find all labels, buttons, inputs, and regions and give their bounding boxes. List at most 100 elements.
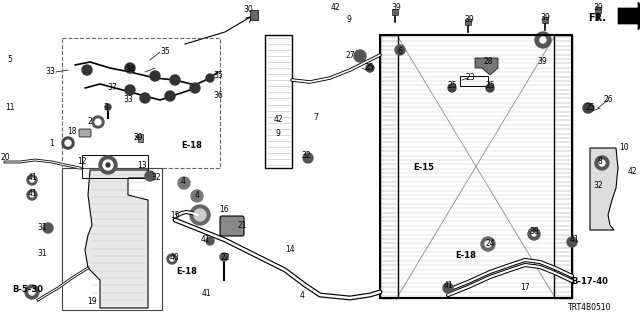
- Circle shape: [25, 285, 39, 299]
- Text: 37: 37: [107, 84, 117, 92]
- Text: 7: 7: [314, 114, 319, 123]
- Circle shape: [443, 283, 453, 293]
- Text: 39: 39: [540, 13, 550, 22]
- Text: 24: 24: [485, 239, 495, 249]
- Circle shape: [481, 237, 495, 251]
- Text: 25: 25: [447, 82, 457, 91]
- Circle shape: [125, 63, 135, 73]
- Bar: [62, 168, 162, 310]
- Text: E-15: E-15: [413, 164, 435, 172]
- Circle shape: [532, 232, 536, 236]
- Bar: [460, 76, 488, 86]
- Circle shape: [92, 116, 104, 128]
- Circle shape: [165, 91, 175, 101]
- Text: 3: 3: [104, 103, 108, 113]
- Text: 39: 39: [391, 4, 401, 12]
- Circle shape: [206, 74, 214, 82]
- Text: 30: 30: [243, 5, 253, 14]
- Text: 4: 4: [300, 292, 305, 300]
- Text: 6: 6: [397, 47, 403, 57]
- Bar: [380, 35, 572, 298]
- Text: TRT4B0510: TRT4B0510: [568, 303, 612, 313]
- Text: E-18: E-18: [182, 140, 202, 149]
- Text: 39: 39: [537, 58, 547, 67]
- Text: 23: 23: [465, 74, 475, 83]
- Text: E-18: E-18: [177, 268, 197, 276]
- Text: 41: 41: [201, 290, 211, 299]
- Circle shape: [99, 156, 117, 174]
- Text: 25: 25: [585, 103, 595, 113]
- Bar: [62, 38, 220, 168]
- Circle shape: [27, 190, 37, 200]
- Text: 41: 41: [27, 188, 37, 197]
- Circle shape: [30, 193, 34, 197]
- Text: 39: 39: [593, 4, 603, 12]
- Text: 41: 41: [200, 236, 210, 244]
- Circle shape: [595, 156, 609, 170]
- Text: 41: 41: [443, 282, 453, 291]
- Circle shape: [540, 37, 546, 43]
- Text: 25: 25: [364, 63, 374, 73]
- Circle shape: [82, 65, 92, 75]
- Text: 8: 8: [598, 157, 602, 166]
- Circle shape: [170, 75, 180, 85]
- Text: 39: 39: [464, 15, 474, 25]
- Text: 42: 42: [273, 116, 283, 124]
- Text: 16: 16: [219, 205, 229, 214]
- Text: 17: 17: [520, 284, 530, 292]
- Text: 11: 11: [5, 103, 15, 113]
- Bar: [595, 7, 601, 13]
- FancyBboxPatch shape: [220, 216, 244, 236]
- Bar: [392, 9, 398, 15]
- Text: FR.: FR.: [588, 13, 606, 23]
- Text: 19: 19: [87, 298, 97, 307]
- Text: 1: 1: [50, 139, 54, 148]
- Text: 13: 13: [137, 161, 147, 170]
- Bar: [542, 17, 548, 23]
- Circle shape: [65, 140, 71, 146]
- Text: 42: 42: [627, 167, 637, 177]
- Bar: [82, 155, 148, 178]
- Circle shape: [528, 228, 540, 240]
- Text: 36: 36: [213, 91, 223, 100]
- Text: E-18: E-18: [456, 252, 476, 260]
- Circle shape: [167, 254, 177, 264]
- Circle shape: [190, 205, 210, 225]
- Text: 2: 2: [88, 117, 92, 126]
- Text: 32: 32: [593, 181, 603, 190]
- Text: 4: 4: [180, 178, 186, 187]
- Circle shape: [27, 175, 37, 185]
- Text: 9: 9: [276, 130, 280, 139]
- Text: 18: 18: [67, 127, 77, 137]
- Text: 27: 27: [345, 52, 355, 60]
- Circle shape: [448, 84, 456, 92]
- Text: 32: 32: [151, 172, 161, 181]
- Bar: [138, 134, 143, 142]
- Circle shape: [191, 190, 203, 202]
- Text: 26: 26: [603, 95, 613, 105]
- Bar: [465, 19, 471, 25]
- Text: 40: 40: [170, 253, 180, 262]
- Circle shape: [194, 209, 206, 221]
- Text: 4: 4: [195, 191, 200, 201]
- Text: 41: 41: [27, 173, 37, 182]
- Circle shape: [145, 171, 155, 181]
- Text: 20: 20: [0, 154, 10, 163]
- Text: 38: 38: [529, 228, 539, 236]
- Circle shape: [485, 241, 491, 247]
- Bar: [265, 35, 292, 168]
- Text: 33: 33: [45, 68, 55, 76]
- Circle shape: [170, 257, 174, 261]
- Text: 5: 5: [8, 55, 12, 65]
- Text: 10: 10: [619, 143, 629, 153]
- Circle shape: [95, 119, 101, 125]
- Circle shape: [486, 84, 494, 92]
- Circle shape: [140, 93, 150, 103]
- Circle shape: [206, 237, 214, 245]
- Text: 35: 35: [160, 47, 170, 57]
- Circle shape: [220, 253, 228, 261]
- Circle shape: [583, 103, 593, 113]
- Circle shape: [30, 178, 34, 182]
- Circle shape: [354, 50, 366, 62]
- Circle shape: [366, 64, 374, 72]
